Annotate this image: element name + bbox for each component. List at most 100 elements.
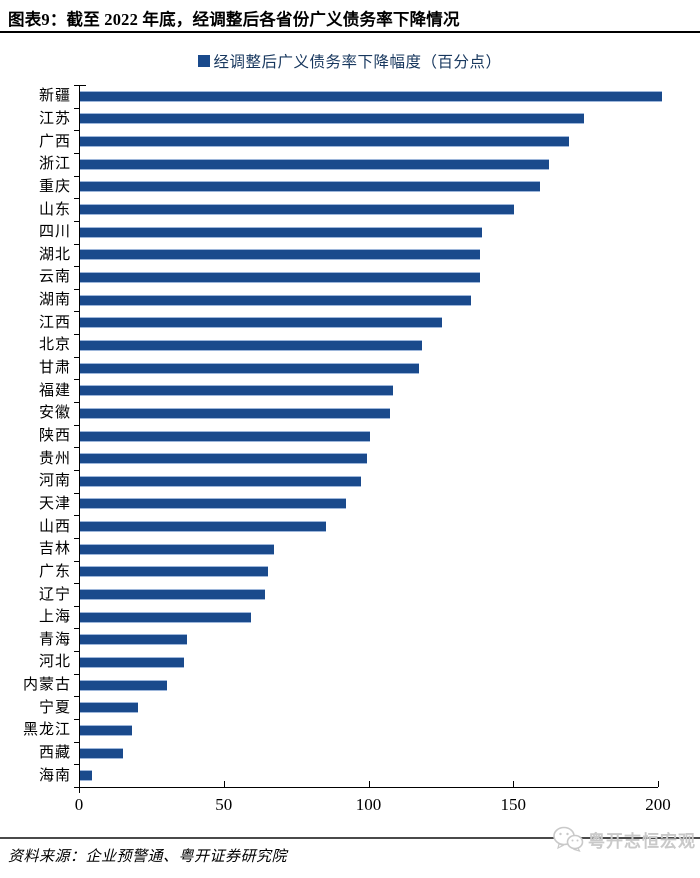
bar bbox=[80, 611, 251, 623]
y-axis-label: 海南 bbox=[38, 767, 71, 784]
bar bbox=[80, 158, 549, 170]
bar bbox=[80, 90, 662, 102]
x-axis-tick-label: 100 bbox=[355, 795, 382, 814]
bar bbox=[80, 770, 92, 782]
x-axis-tick-label: 150 bbox=[500, 795, 527, 814]
bar bbox=[80, 136, 570, 148]
bar bbox=[80, 317, 442, 329]
footer-divider bbox=[0, 837, 700, 839]
bar bbox=[80, 339, 422, 351]
x-axis-tick-label: 200 bbox=[645, 795, 671, 814]
bar bbox=[80, 475, 361, 487]
x-axis-line bbox=[79, 787, 658, 788]
y-axis-tick bbox=[74, 537, 79, 539]
y-axis-tick bbox=[74, 469, 79, 471]
y-axis-label: 湖北 bbox=[38, 246, 71, 263]
y-axis-label: 河北 bbox=[38, 654, 71, 671]
y-axis-label: 广西 bbox=[38, 133, 71, 150]
bar bbox=[80, 453, 367, 465]
bar bbox=[80, 747, 124, 759]
bar bbox=[80, 385, 393, 397]
y-axis-tick bbox=[74, 583, 79, 585]
y-axis-label: 江西 bbox=[38, 314, 71, 331]
y-axis-tick bbox=[74, 696, 79, 698]
y-axis-label: 黑龙江 bbox=[22, 722, 71, 739]
y-axis-tick bbox=[74, 447, 79, 449]
bar bbox=[80, 656, 185, 668]
y-axis-label: 四川 bbox=[38, 224, 71, 241]
y-axis-tick bbox=[74, 628, 79, 630]
bar bbox=[80, 294, 471, 306]
y-axis-tick bbox=[74, 107, 79, 109]
bar bbox=[80, 679, 167, 691]
y-axis-tick bbox=[74, 673, 79, 675]
y-axis-tick bbox=[74, 764, 79, 766]
y-axis-tick bbox=[74, 311, 79, 313]
y-axis-tick bbox=[74, 220, 79, 222]
y-axis-tick bbox=[74, 424, 79, 426]
bar bbox=[80, 634, 188, 646]
y-axis-label: 贵州 bbox=[38, 450, 71, 467]
source-note: 资料来源：企业预警通、粤开证券研究院 bbox=[8, 849, 288, 865]
bar bbox=[80, 566, 269, 578]
y-axis-tick bbox=[74, 719, 79, 721]
watermark-text: 粤开志恒宏观 bbox=[588, 831, 696, 851]
y-axis-tick bbox=[74, 198, 79, 200]
y-axis-label: 陕西 bbox=[38, 428, 71, 444]
legend-swatch-icon bbox=[198, 55, 211, 67]
y-axis-label: 广东 bbox=[38, 563, 71, 580]
x-axis-tick-label: 50 bbox=[215, 795, 233, 814]
y-axis-tick bbox=[74, 787, 79, 788]
bar bbox=[80, 589, 266, 601]
y-axis-tick bbox=[74, 85, 79, 86]
y-axis-label: 重庆 bbox=[38, 178, 71, 195]
y-axis-label: 江苏 bbox=[38, 110, 71, 127]
figure-title: 图表9：截至 2022 年底，经调整后各省份广义债务率下降情况 bbox=[8, 10, 460, 29]
y-axis-tick bbox=[74, 175, 79, 177]
y-axis-tick bbox=[74, 243, 79, 245]
y-axis-line bbox=[79, 85, 80, 793]
y-axis-tick bbox=[74, 560, 79, 562]
y-axis-label: 辽宁 bbox=[38, 586, 71, 603]
bar bbox=[80, 271, 480, 283]
bar bbox=[80, 362, 419, 374]
y-axis-tick bbox=[74, 130, 79, 132]
y-axis-label: 青海 bbox=[38, 631, 71, 648]
y-axis-label: 湖南 bbox=[38, 292, 71, 309]
y-axis-tick bbox=[74, 266, 79, 268]
bar bbox=[80, 407, 390, 419]
title-divider bbox=[0, 31, 700, 33]
y-axis-label: 山东 bbox=[38, 201, 71, 218]
x-axis-tick bbox=[513, 781, 515, 787]
y-axis-tick bbox=[74, 492, 79, 494]
bar bbox=[80, 724, 133, 736]
bar bbox=[80, 181, 541, 193]
x-axis-tick bbox=[223, 781, 225, 787]
x-axis-tick bbox=[368, 781, 370, 787]
y-axis-label: 河南 bbox=[38, 473, 71, 490]
y-axis-label: 天津 bbox=[38, 495, 71, 512]
chart-legend: 经调整后广义债务率下降幅度（百分点） bbox=[0, 50, 700, 72]
y-axis-label: 内蒙古 bbox=[22, 677, 71, 694]
bar bbox=[80, 430, 370, 442]
y-axis-label: 甘肃 bbox=[38, 360, 71, 377]
y-axis-tick bbox=[74, 288, 79, 290]
y-axis-tick bbox=[74, 515, 79, 517]
watermark: 粤开志恒宏观 bbox=[552, 823, 696, 855]
y-axis-tick bbox=[74, 379, 79, 381]
y-axis-tick bbox=[74, 402, 79, 404]
y-axis-label: 宁夏 bbox=[38, 699, 71, 716]
bar bbox=[80, 113, 584, 125]
y-axis-label: 山西 bbox=[38, 518, 71, 535]
y-axis-tick bbox=[74, 356, 79, 358]
bar bbox=[80, 249, 480, 261]
y-axis-tick bbox=[74, 152, 79, 154]
y-axis-label: 新疆 bbox=[38, 88, 71, 105]
bar bbox=[80, 204, 515, 216]
y-axis-label: 北京 bbox=[38, 337, 71, 354]
y-axis-tick bbox=[74, 334, 79, 336]
bar bbox=[80, 498, 347, 510]
y-axis-tick bbox=[74, 605, 79, 607]
x-axis-tick-label: 0 bbox=[74, 795, 84, 814]
